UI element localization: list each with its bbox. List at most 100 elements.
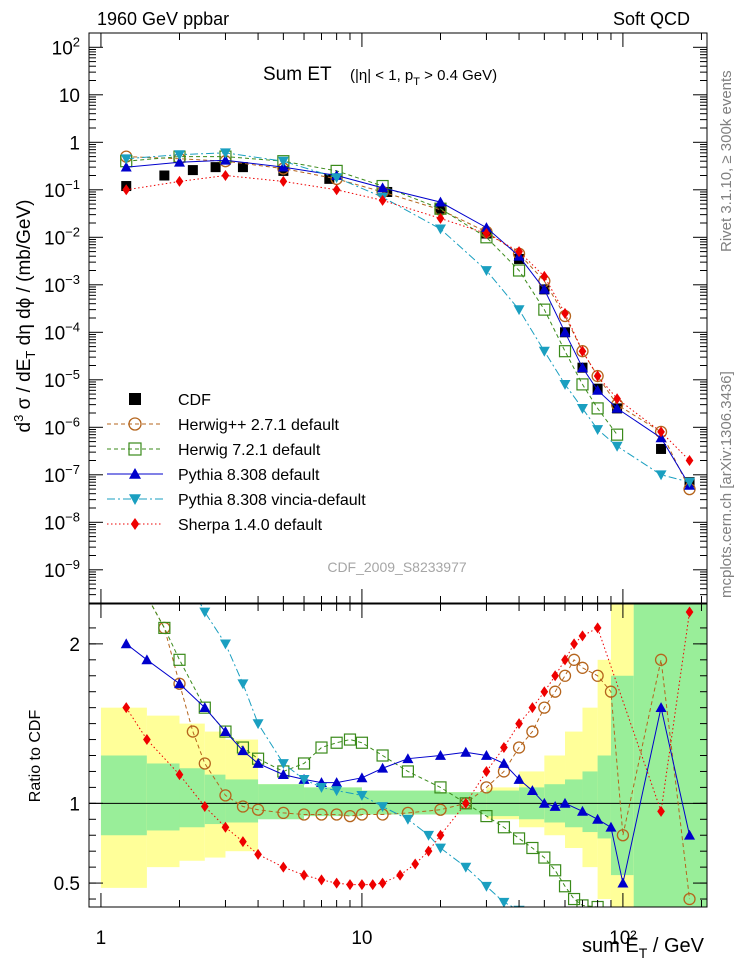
legend-label: Sherpa 1.4.0 default (178, 517, 323, 534)
band-inner-bin (633, 604, 707, 907)
ratio-point (158, 621, 171, 635)
band-inner-bin (597, 755, 611, 839)
data-point (174, 150, 186, 161)
ratio-tick-label: 1 (69, 794, 80, 815)
ratio-point (549, 801, 561, 811)
ratio-point (434, 750, 446, 760)
series-pythia-8-308-default (120, 154, 696, 490)
ratio-point (436, 829, 445, 841)
ratio-point (300, 869, 308, 881)
ratio-point (657, 805, 665, 817)
ratio-point (482, 765, 491, 777)
data-point (277, 156, 289, 167)
main-panel-series (120, 148, 696, 496)
ratio-point (423, 830, 435, 841)
ratio-point (617, 877, 629, 888)
ratio-series-herwig-7-2-1-default (141, 591, 604, 907)
legend: CDF Herwig++ 2.7.1 default Herwig 7.2.1 de… (107, 392, 366, 534)
ratio-point (251, 803, 265, 816)
ratio-point (591, 669, 604, 682)
data-point (655, 470, 667, 481)
ratio-point (121, 543, 132, 554)
series-line (126, 156, 690, 490)
chart-title-cut: (|η| < 1, pT > 0.4 GeV) (350, 67, 497, 88)
ratio-line (150, 604, 598, 907)
tick-base: 10 (44, 466, 65, 487)
ratio-point (549, 864, 562, 877)
ratio-point (592, 813, 604, 824)
legend-marker (128, 417, 142, 431)
ratio-point (460, 746, 472, 757)
data-point (221, 170, 230, 181)
y-tick-label: 10−4 (44, 319, 80, 344)
legend-label: Herwig++ 2.7.1 default (178, 417, 340, 434)
legend-label: Pythia 8.308 vincia-default (178, 492, 366, 509)
tick-base: 10 (44, 371, 65, 392)
ratio-series-sherpa-1-4-0-default (122, 606, 694, 891)
ratio-point (513, 773, 525, 784)
ratio-point (239, 836, 247, 848)
band-inner-bin (100, 755, 147, 836)
legend-entry: Sherpa 1.4.0 default (107, 517, 323, 534)
ratio-point (512, 741, 526, 754)
data-point (613, 393, 621, 405)
tick-base: 10 (52, 38, 73, 59)
data-point (378, 194, 387, 206)
ratio-point (343, 809, 357, 823)
y-axis-label: d3 σ / dET dη dϕ / (mb/GeV) (11, 200, 38, 433)
ratio-point (254, 848, 262, 860)
legend-entry: Pythia 8.308 vincia-default (107, 492, 366, 509)
legend-label: CDF (178, 392, 211, 409)
axes: 1 10 10²10−910−810−710−610−510−410−310−210… (44, 32, 707, 949)
data-point (513, 305, 525, 316)
data-point (656, 443, 667, 454)
legend-entry: Herwig++ 2.7.1 default (107, 417, 340, 434)
x-axis-label-unit: / GeV (647, 935, 704, 957)
ratio-point (538, 851, 551, 864)
data-point (237, 162, 248, 173)
data-point (480, 222, 492, 233)
ratio-point (330, 736, 343, 749)
data-point (120, 161, 132, 172)
ratio-point (141, 654, 153, 665)
ratio-point (654, 653, 668, 666)
data-point (434, 224, 446, 235)
data-point (561, 307, 569, 319)
ratio-point (332, 877, 341, 889)
tick-base: 10 (44, 418, 65, 439)
ratio-point (277, 759, 289, 769)
tick-base: 10 (44, 561, 65, 582)
ratio-point (141, 591, 152, 602)
header-right: Soft QCD (613, 9, 690, 29)
data-point (324, 173, 335, 184)
ratio-point (498, 757, 510, 768)
ratio-point (141, 480, 152, 490)
data-point (331, 173, 343, 184)
data-point (592, 384, 604, 395)
band-inner-bin (179, 768, 205, 828)
data-point (576, 403, 588, 414)
legend-marker (128, 442, 142, 456)
tick-base: 10 (44, 181, 65, 202)
ratio-point (376, 749, 389, 762)
ratio-panel-series (120, 480, 696, 907)
data-point (219, 154, 231, 165)
ratio-point (141, 591, 152, 602)
data-point (558, 345, 572, 358)
y-tick-label: 10−2 (44, 224, 80, 249)
ratio-point (317, 874, 326, 886)
data-point (122, 184, 131, 196)
ratio-point (315, 741, 328, 754)
tick-base: 10 (44, 513, 65, 534)
ratio-tick-label: 0.5 (54, 874, 80, 895)
tick-exp: 2 (73, 34, 80, 49)
data-point (576, 362, 588, 373)
ratio-point (570, 638, 578, 650)
ratio-point (173, 653, 186, 666)
ratio-point (538, 797, 550, 808)
series-sherpa-1-4-0-default (122, 170, 694, 466)
data-point (611, 441, 623, 452)
ratio-point (377, 802, 389, 813)
tick-exp: −3 (65, 272, 80, 287)
ratio-point (331, 786, 343, 797)
